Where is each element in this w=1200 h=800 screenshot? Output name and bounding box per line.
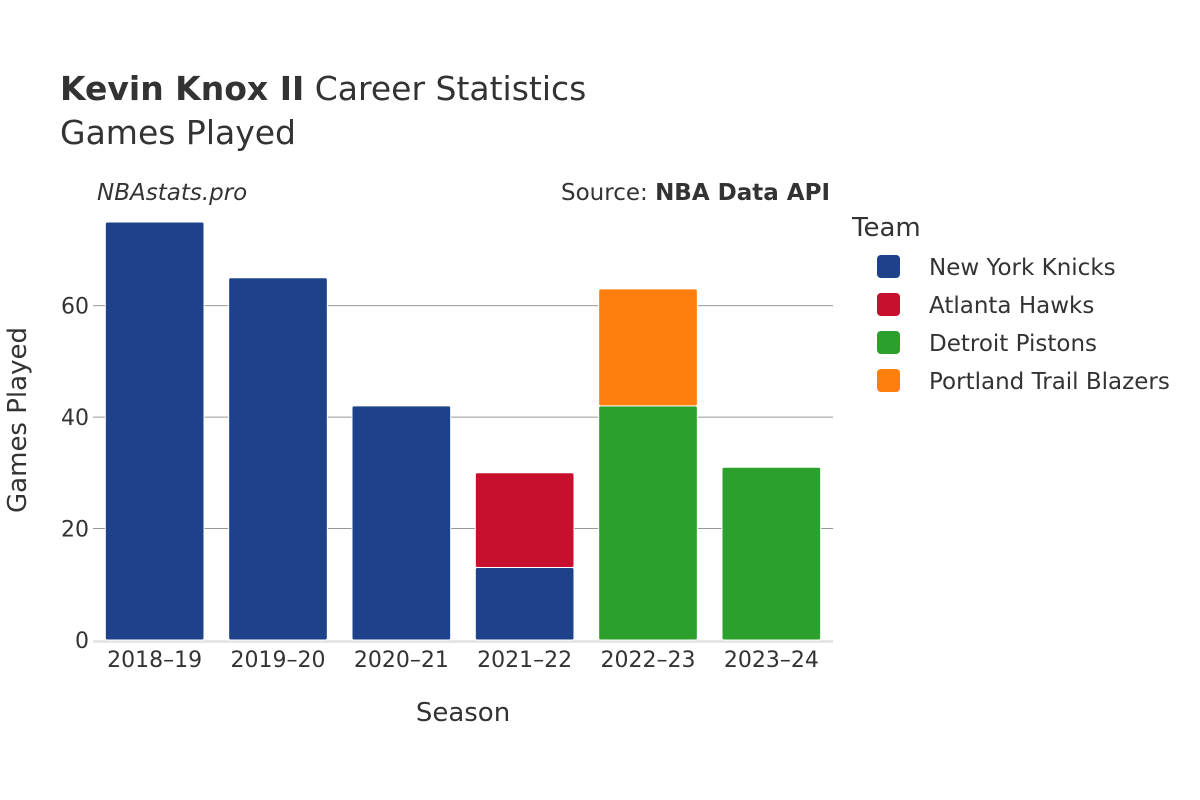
x-tick-label: 2018–19 [107,648,202,673]
x-tick-label: 2022–23 [601,648,696,673]
y-axis-title: Games Played [3,327,33,513]
chart-title-player: Kevin Knox II [60,69,304,108]
x-tick-label: 2019–20 [231,648,326,673]
x-tick-label: 2020–21 [354,648,449,673]
y-gridlines [93,305,833,643]
x-tick-label: 2023–24 [724,648,819,673]
chart-title-rest: Career Statistics [304,69,586,108]
legend-swatch [877,331,900,354]
legend-item-label: Detroit Pistons [929,331,1097,357]
bar-segment [721,466,822,641]
bar-segment [104,221,205,641]
legend-swatch [877,293,900,316]
legend-item-label: New York Knicks [929,255,1116,281]
legend-title: Team [851,213,921,243]
legend-item-label: Atlanta Hawks [929,293,1094,319]
y-tick-label: 20 [61,518,89,543]
source-value: NBA Data API [655,180,830,206]
legend-swatch [877,255,900,278]
source-credit: Source: NBA Data API [561,180,830,206]
x-tick-labels: 2018–19 2019–20 2020–21 2021–22 2022–23 2023–… [107,648,819,673]
legend: Team New York Knicks Atlanta Hawks Detroit… [851,213,1170,395]
x-axis-title: Season [416,698,510,728]
bar-segment [598,405,698,641]
y-tick-label: 60 [61,295,89,320]
bar-segment [474,567,575,641]
legend-item-label: Portland Trail Blazers [929,369,1170,395]
bar-segment [351,405,452,641]
y-tick-label: 40 [61,406,89,431]
x-tick-label: 2021–22 [477,648,572,673]
bar-segment [598,288,698,407]
chart-subtitle: Games Played [60,113,296,152]
bar-segment [474,472,575,569]
y-tick-label: 0 [75,629,89,654]
bars [104,221,822,641]
chart-title: Kevin Knox II Career Statistics [60,69,586,108]
y-tick-labels: 0 20 40 60 [61,295,89,654]
legend-swatch [877,369,900,392]
source-label: Source: [561,180,655,206]
bar-segment [228,277,328,641]
watermark: NBAstats.pro [97,180,247,206]
